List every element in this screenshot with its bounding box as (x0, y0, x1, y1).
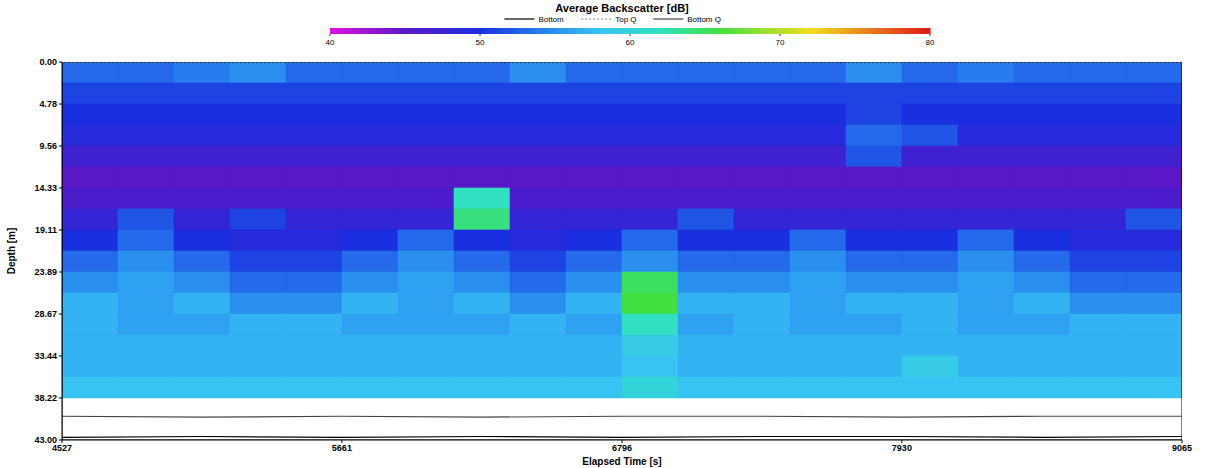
svg-text:4527: 4527 (52, 443, 72, 454)
svg-text:9.56: 9.56 (39, 141, 57, 151)
svg-text:Average Backscatter [dB]: Average Backscatter [dB] (555, 2, 689, 14)
svg-text:Elapsed Time [s]: Elapsed Time [s] (582, 456, 661, 467)
svg-text:7930: 7930 (892, 443, 912, 453)
svg-text:Bottom Q: Bottom Q (687, 15, 721, 24)
svg-text:9065: 9065 (1172, 443, 1192, 453)
svg-text:23.89: 23.89 (34, 267, 57, 277)
svg-text:43.00: 43.00 (34, 435, 57, 445)
svg-text:Bottom: Bottom (538, 15, 564, 24)
svg-text:80: 80 (926, 38, 935, 47)
svg-text:Depth [m]: Depth [m] (6, 228, 17, 275)
svg-text:0.00: 0.00 (39, 57, 57, 67)
svg-text:70: 70 (776, 38, 785, 47)
svg-text:19.11: 19.11 (35, 225, 57, 235)
svg-text:4.78: 4.78 (39, 99, 57, 109)
svg-text:60: 60 (626, 38, 635, 47)
svg-text:6796: 6796 (612, 443, 632, 453)
svg-text:28.67: 28.67 (34, 309, 57, 319)
svg-text:38.22: 38.22 (34, 393, 57, 403)
svg-text:Top Q: Top Q (615, 15, 636, 24)
svg-text:5661: 5661 (332, 443, 352, 453)
svg-text:50: 50 (476, 38, 485, 47)
svg-text:40: 40 (326, 38, 335, 47)
svg-text:33.44: 33.44 (34, 351, 57, 361)
svg-text:14.33: 14.33 (34, 183, 57, 193)
